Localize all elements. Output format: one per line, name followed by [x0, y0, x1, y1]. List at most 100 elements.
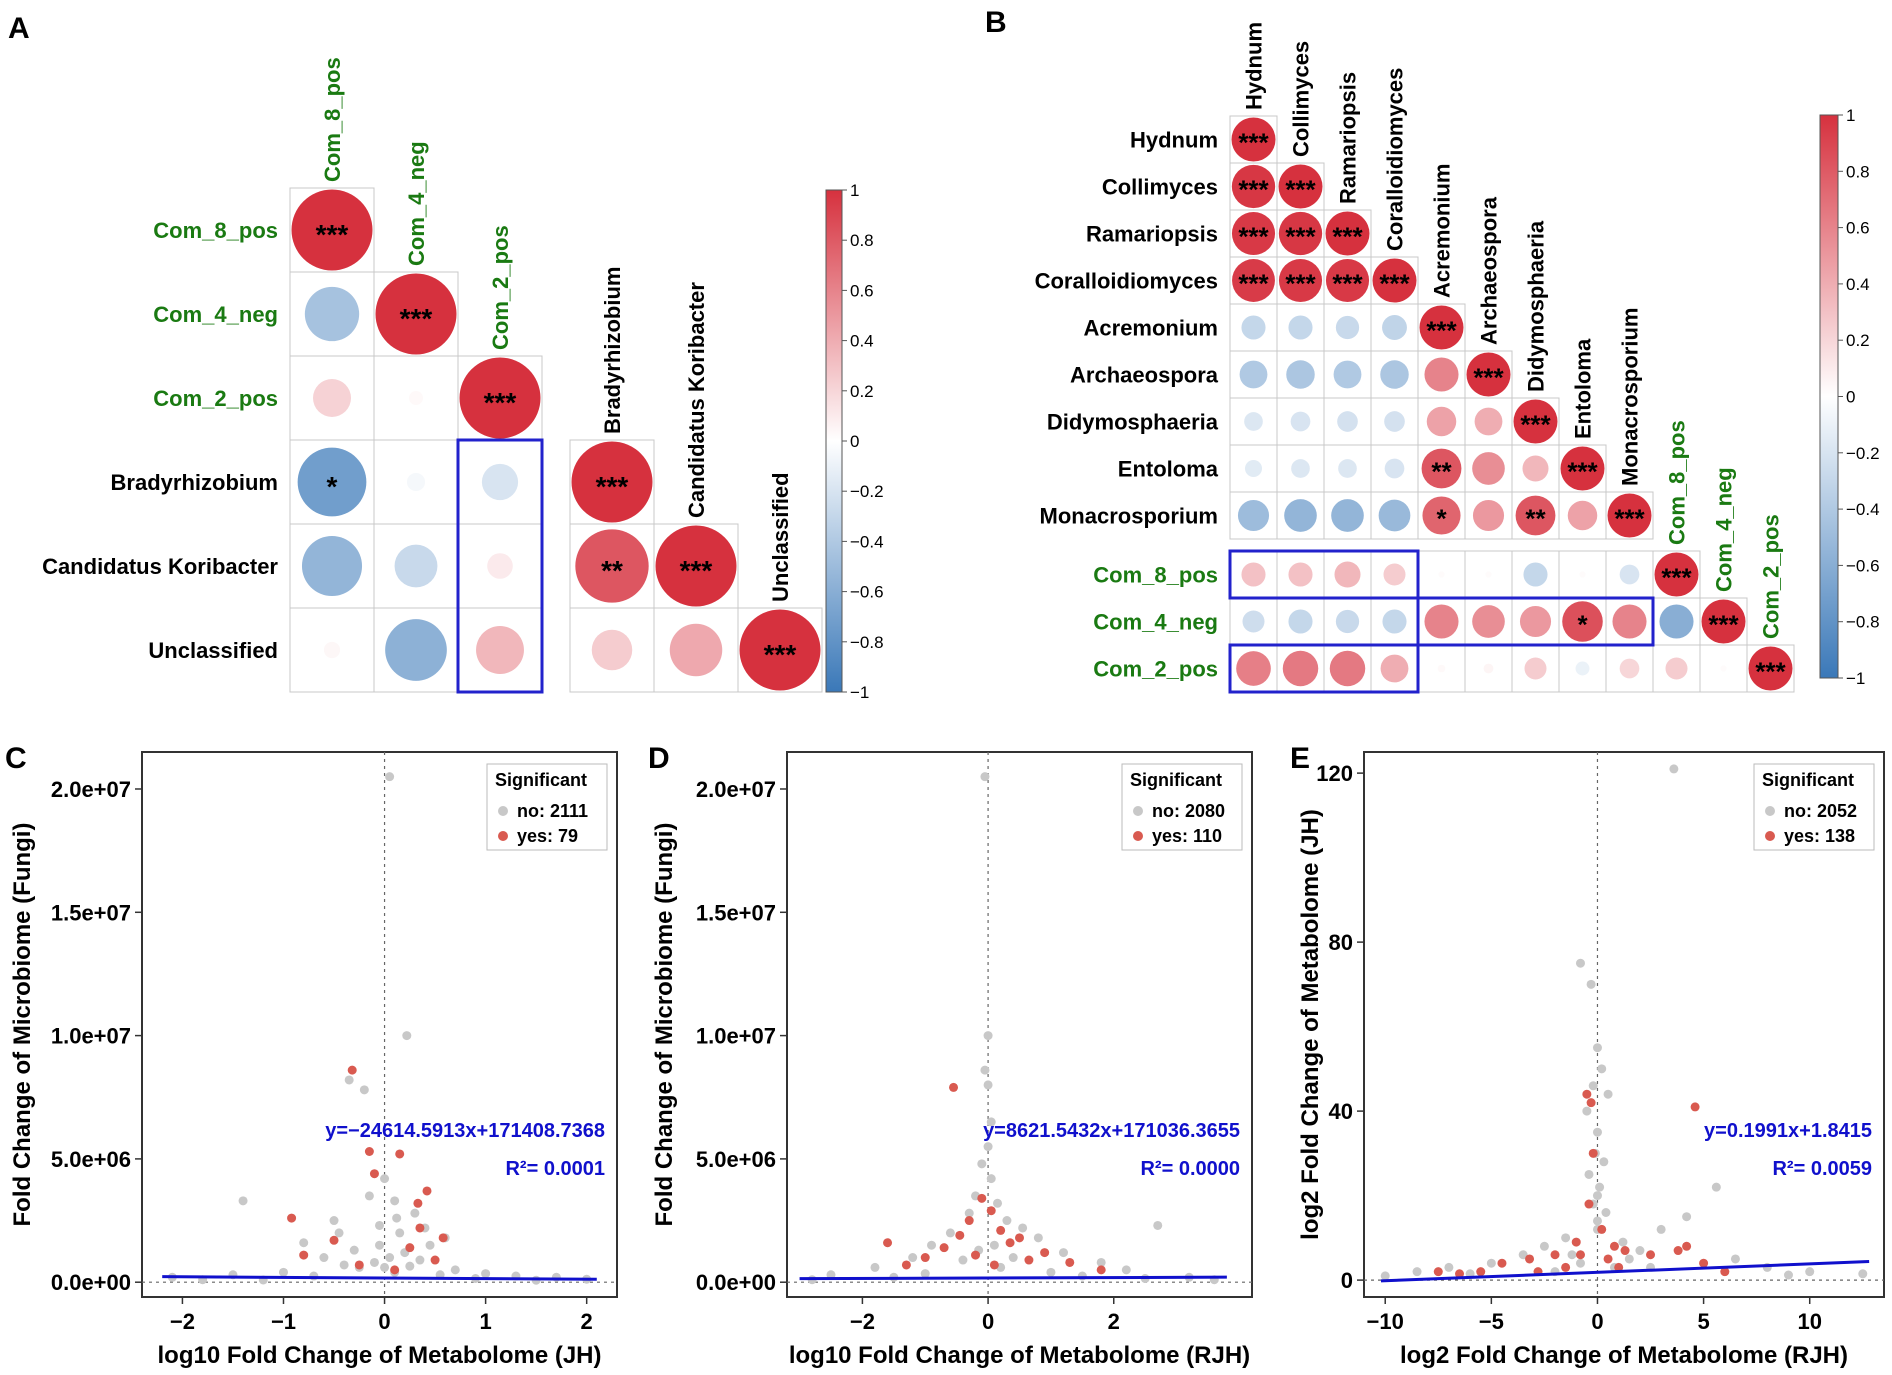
grey-point — [989, 1240, 999, 1250]
red-point — [1575, 1250, 1585, 1260]
y-tick-label: 1.5e+07 — [51, 900, 131, 925]
correlation-circle — [1485, 571, 1492, 578]
column-label: Bradyrhizobium — [600, 267, 625, 434]
grey-point — [1624, 1254, 1634, 1264]
red-point — [299, 1250, 309, 1260]
correlation-circle — [1384, 458, 1405, 479]
grey-point — [299, 1238, 309, 1248]
significance-stars: *** — [1708, 610, 1739, 640]
red-point — [989, 1260, 999, 1270]
colorbar-tick-label: 0.2 — [1846, 331, 1870, 350]
grey-point — [958, 1255, 968, 1265]
fit-line — [1380, 1260, 1870, 1283]
red-point — [1582, 1089, 1592, 1099]
correlation-circle — [323, 641, 341, 659]
colorbar-tick-label: 0.4 — [850, 332, 874, 351]
correlation-circle — [1748, 646, 1793, 691]
significance-stars: *** — [1285, 175, 1316, 205]
correlation-circle — [1372, 258, 1417, 303]
significance-stars: *** — [596, 471, 629, 502]
colorbar-tick-label: 0.8 — [850, 231, 874, 250]
colorbar — [1819, 114, 1839, 679]
correlation-circle — [1290, 411, 1311, 432]
colorbar-tick-label: 0.8 — [1846, 162, 1870, 181]
grey-point — [425, 1240, 435, 1250]
correlation-circle — [1619, 564, 1640, 585]
red-point — [354, 1260, 364, 1270]
correlation-circle — [1237, 499, 1270, 532]
red-point — [920, 1253, 930, 1263]
grey-point — [945, 1228, 955, 1238]
legend-red-marker — [1133, 831, 1143, 841]
panel-d-letter: D — [648, 742, 670, 775]
panel-e-letter: E — [1290, 742, 1310, 775]
grey-point — [238, 1196, 248, 1206]
correlation-circle — [1334, 561, 1361, 588]
legend-yes: yes: 138 — [1784, 826, 1855, 846]
red-point — [1525, 1254, 1535, 1264]
grey-point — [1153, 1220, 1163, 1230]
correlation-circle — [1232, 259, 1275, 302]
grey-point — [385, 772, 395, 782]
x-tick-label: −2 — [170, 1309, 195, 1334]
highlight-box — [456, 438, 544, 694]
red-point — [949, 1082, 959, 1092]
grey-point — [1592, 1043, 1602, 1053]
grey-point — [450, 1265, 460, 1275]
correlation-circle — [304, 286, 360, 342]
colorbar-tick-label: 0 — [850, 432, 859, 451]
grey-point — [369, 1257, 379, 1267]
correlation-circle — [575, 529, 649, 603]
red-point — [901, 1260, 911, 1270]
correlation-circle — [1244, 459, 1263, 478]
red-point — [405, 1243, 415, 1253]
correlation-circle — [1575, 661, 1590, 676]
grey-point — [1561, 1233, 1571, 1243]
correlation-circle — [1612, 604, 1647, 639]
row-label: Com_8_pos — [1093, 563, 1218, 588]
correlation-circle — [1284, 499, 1317, 532]
correlation-circle — [1560, 446, 1605, 491]
panel-b-letter: B — [985, 6, 1007, 39]
grey-point — [1077, 1271, 1087, 1281]
grey-point — [1730, 1254, 1740, 1264]
panel-d: D −2 0 2 0.0e+00 5.0e+06 1.0e+07 1.5e+07 2.0e+0… — [648, 742, 1253, 1369]
panel-e: E −10 −5 0 5 10 0 40 80 120 y=0.1991x+1.8415 R²= 0… — [1290, 742, 1885, 1369]
correlation-circle — [669, 623, 723, 677]
significance-stars: *** — [1285, 269, 1316, 299]
column-label: Archaeospora — [1477, 196, 1502, 345]
red-point — [1699, 1258, 1709, 1268]
row-label: Monacrosporium — [1040, 504, 1218, 529]
colorbar-tick-label: 0 — [1846, 388, 1855, 407]
grey-point — [380, 1174, 390, 1184]
red-point — [1586, 1098, 1596, 1108]
grey-point — [1046, 1267, 1056, 1277]
column-label: Ramariopsis — [1336, 72, 1361, 204]
grey-point — [1682, 1212, 1692, 1222]
grey-point — [986, 1174, 996, 1184]
x-tick-label: 0 — [1591, 1309, 1603, 1334]
x-tick-label: 0 — [378, 1309, 390, 1334]
correlation-circle — [571, 441, 653, 523]
row-label: Hydnum — [1130, 128, 1218, 153]
correlation-circle — [487, 553, 513, 579]
legend-grey-marker — [1765, 806, 1775, 816]
row-label: Com_2_pos — [1093, 657, 1218, 682]
correlation-circle — [1282, 650, 1319, 687]
row-label: Unclassified — [148, 638, 278, 663]
column-label: Com_2_pos — [488, 225, 513, 350]
correlation-circle — [1288, 609, 1313, 634]
legend-no: no: 2080 — [1152, 801, 1225, 821]
red-point — [1614, 1262, 1624, 1272]
grey-point — [1575, 1258, 1585, 1268]
correlation-circle — [1579, 571, 1586, 578]
grey-point — [410, 1208, 420, 1218]
row-label: Com_4_neg — [153, 302, 278, 327]
correlation-circle — [1659, 604, 1694, 639]
red-point — [1584, 1199, 1594, 1209]
correlation-circle — [655, 525, 737, 607]
colorbar-tick-label: −0.6 — [850, 583, 884, 602]
grey-point — [980, 1065, 990, 1075]
grey-point — [1539, 1241, 1549, 1251]
significance-stars: *** — [1567, 457, 1598, 487]
